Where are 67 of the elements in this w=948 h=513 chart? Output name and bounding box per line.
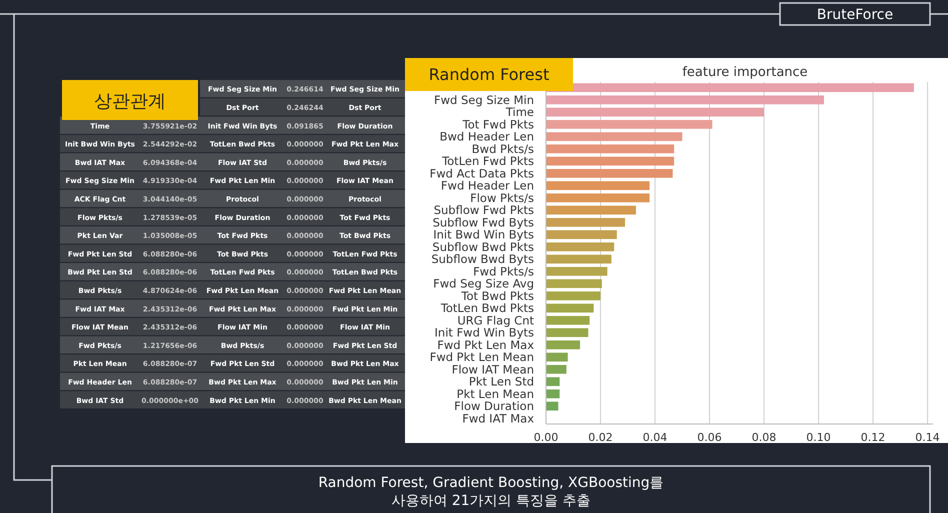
y-tick-label: TotLen Bwd Pkts	[440, 301, 534, 316]
bar	[546, 402, 558, 411]
y-tick-label: Subflow Bwd Byts	[431, 252, 534, 266]
text: Random Forest, Gradient Boosting, XGBoosting를 사용하여 21가지의 특징을 추출	[318, 475, 664, 509]
y-tick-label: Fwd Seg Size Avg	[433, 276, 534, 291]
chart-subtitle: Random Forest	[428, 65, 550, 84]
y-tick-label: Subflow Bwd Pkts	[432, 240, 534, 254]
x-tick-label: 0.06	[697, 431, 722, 444]
y-tick-label: Pkt Len Mean	[456, 386, 534, 401]
bar	[546, 230, 617, 240]
y-tick-label: Bwd Pkts/s	[472, 142, 534, 156]
bar	[546, 193, 650, 202]
bar	[546, 156, 674, 166]
y-tick-label: Fwd IAT Max	[462, 411, 534, 426]
bar	[546, 242, 614, 252]
bar	[546, 181, 650, 190]
bar	[546, 279, 602, 288]
y-tick-label: URG Flag Cnt	[457, 313, 534, 328]
y-tick-label: Fwd Pkts/s	[473, 264, 534, 278]
y-tick-label: Time	[504, 105, 534, 120]
bar	[546, 340, 580, 350]
bar	[546, 206, 636, 215]
bar	[546, 218, 626, 227]
y-tick-label: Tot Bwd Pkts	[460, 288, 534, 303]
y-tick-label: Bwd Header Len	[440, 130, 534, 144]
bar	[546, 291, 601, 300]
y-tick-label: Fwd Seg Size Min	[434, 92, 534, 107]
y-tick-label: Flow Duration	[454, 399, 534, 414]
y-tick-label: Fwd Pkt Len Max	[437, 338, 534, 352]
bar	[546, 304, 594, 313]
bar	[546, 108, 764, 117]
y-tick-label: Flow Pkts/s	[470, 190, 534, 205]
bar	[546, 120, 712, 129]
bar	[546, 364, 566, 374]
x-tick-label: 0.08	[752, 431, 776, 444]
bar	[546, 83, 914, 92]
bar	[546, 389, 560, 398]
bar	[546, 95, 824, 104]
text: 상관관계	[94, 91, 166, 112]
x-tick-label: 0.04	[642, 431, 668, 444]
y-tick-label: Fwd Pkt Len Mean	[430, 350, 534, 364]
bar	[546, 144, 674, 154]
bar	[546, 254, 612, 264]
bar	[546, 377, 560, 386]
bar	[546, 352, 568, 362]
y-tick-label: Fwd Header Len	[440, 178, 534, 193]
y-tick-label: Tot Fwd Pkts	[462, 117, 534, 132]
bar	[546, 316, 590, 325]
x-tick-label: 0.10	[806, 431, 831, 444]
chart-title: feature importance	[682, 65, 808, 80]
x-tick-label: 0.02	[588, 431, 613, 444]
y-tick-label: Flow IAT Mean	[452, 362, 534, 376]
y-tick-label: Subflow Fwd Byts	[432, 215, 534, 230]
y-tick-label: Fwd Act Data Pkts	[430, 166, 534, 180]
y-tick-label: Subflow Fwd Pkts	[434, 203, 534, 218]
x-tick-label: 0.14	[915, 431, 940, 444]
y-tick-label: Init Bwd Win Byts	[433, 228, 534, 242]
bar	[546, 266, 608, 276]
x-tick-label: 0.12	[860, 431, 886, 444]
bar	[546, 168, 673, 178]
y-tick-label: TotLen Fwd Pkts	[441, 154, 534, 168]
x-tick-label: 0.00	[534, 431, 558, 444]
y-tick-label: Init Fwd Win Byts	[434, 326, 534, 340]
bar	[546, 328, 588, 338]
text: BruteForce	[816, 7, 894, 23]
y-tick-label: Pkt Len Std	[468, 374, 534, 389]
bar	[546, 132, 682, 142]
